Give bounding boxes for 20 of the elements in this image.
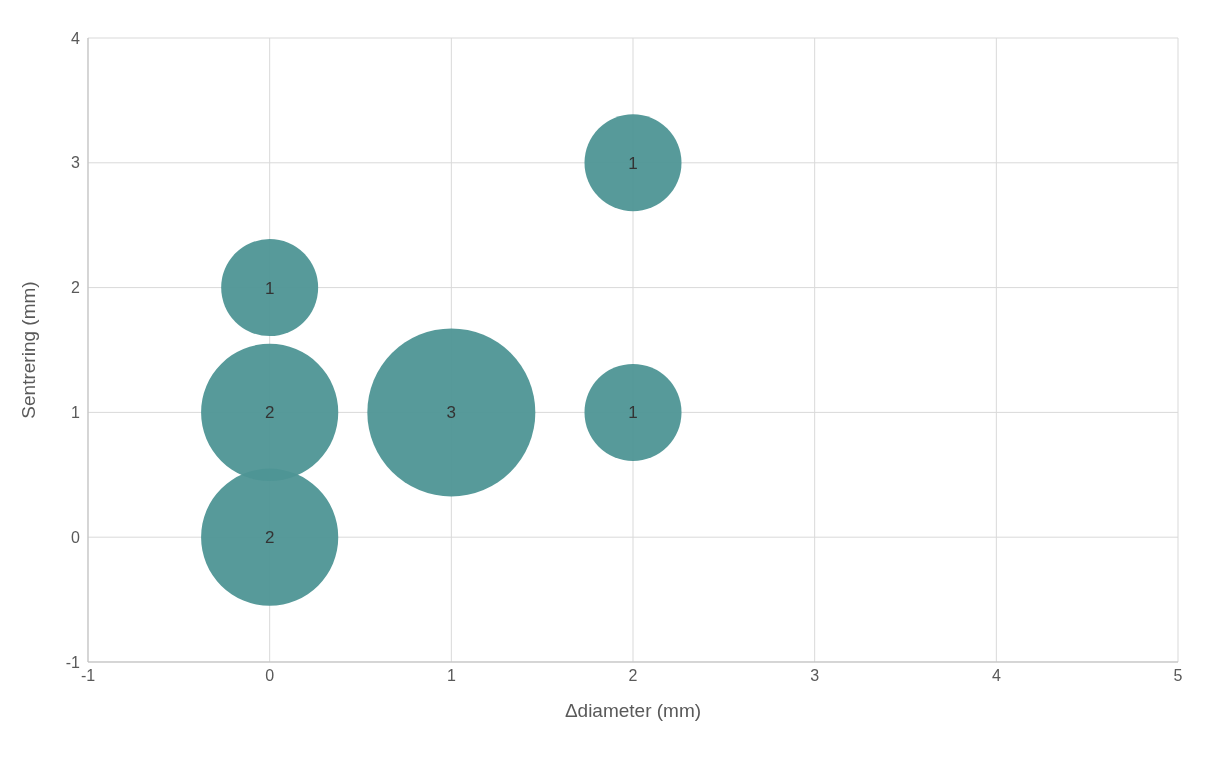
data-label: 2 — [264, 528, 275, 548]
data-label: 3 — [446, 403, 457, 423]
y-tick-label: -1 — [65, 653, 81, 671]
y-axis-title: Sentrering (mm) — [17, 281, 39, 419]
x-tick-label: 3 — [810, 667, 820, 685]
x-tick-label: 0 — [265, 667, 275, 685]
y-tick-label: 1 — [71, 404, 81, 422]
x-tick-label: 5 — [1173, 667, 1183, 685]
data-label: 1 — [628, 403, 638, 423]
x-axis-title: Δdiameter (mm) — [564, 700, 702, 721]
y-tick-label: 4 — [71, 29, 81, 47]
y-tick-label: 2 — [71, 279, 81, 297]
y-tick-label: 0 — [71, 528, 81, 546]
y-tick-label: 3 — [71, 154, 81, 172]
x-tick-label: 2 — [628, 667, 638, 685]
data-label: 1 — [628, 153, 638, 173]
data-label: 2 — [264, 403, 275, 423]
x-tick-label: 1 — [446, 667, 456, 685]
x-tick-label: 4 — [991, 667, 1001, 685]
data-label: 1 — [264, 278, 275, 298]
